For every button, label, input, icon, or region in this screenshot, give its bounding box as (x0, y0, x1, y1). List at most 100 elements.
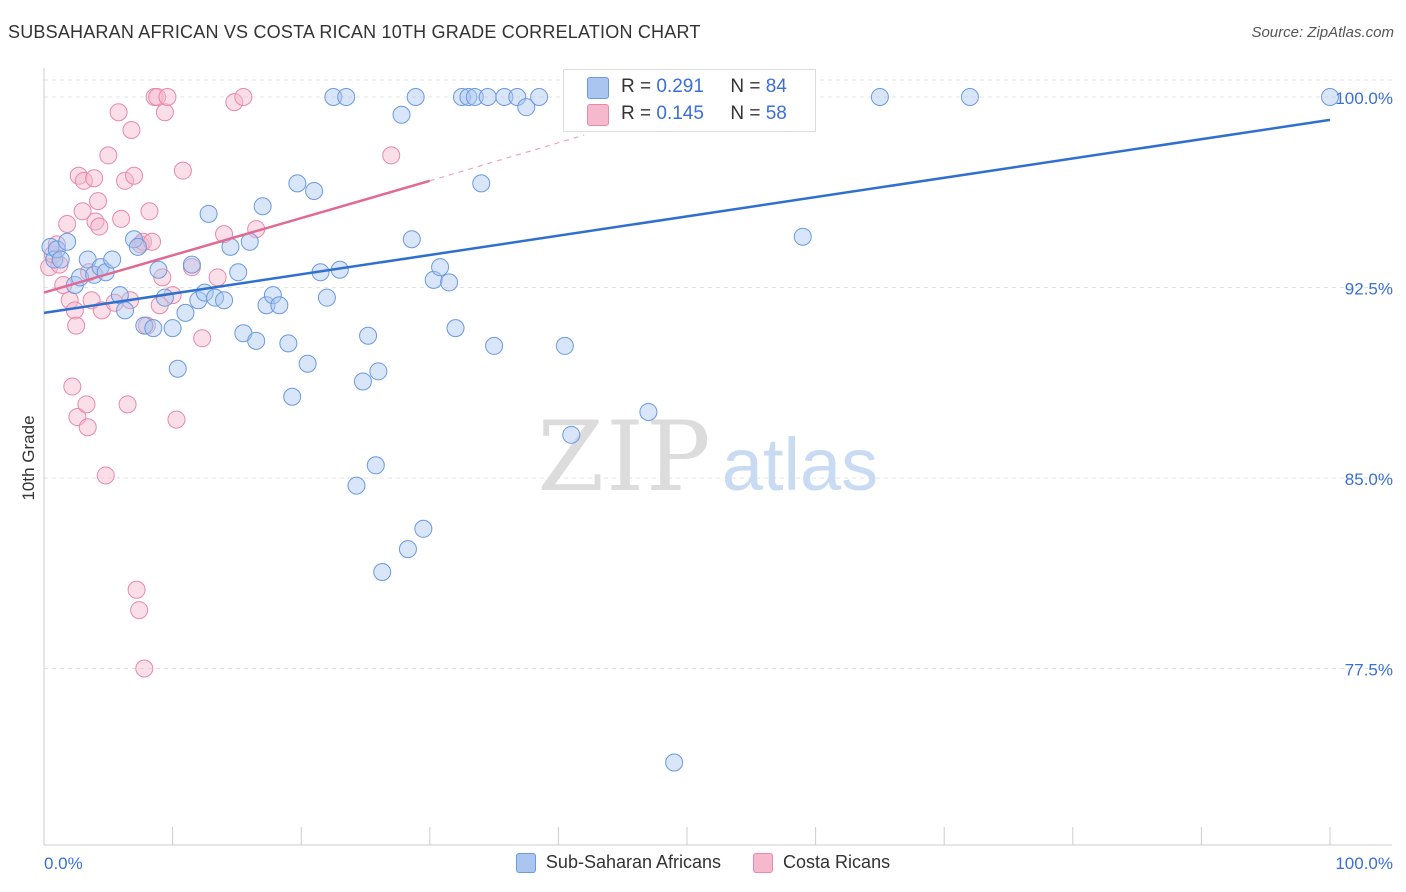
subsaharan-point (288, 174, 307, 193)
r-value: 0.145 (656, 103, 704, 124)
x-tick-label: 0.0% (44, 854, 83, 873)
costa-rican-point (58, 215, 77, 233)
y-tick-label: 77.5% (1345, 661, 1393, 680)
subsaharan-point (485, 336, 504, 355)
subsaharan-point (870, 88, 889, 106)
r-label: R = (621, 103, 652, 124)
axes (43, 68, 1392, 846)
subsaharan-point (155, 288, 174, 307)
r-value: 0.291 (656, 76, 704, 97)
subsaharan-point (478, 88, 497, 106)
y-tick-label: 92.5% (1345, 280, 1393, 299)
legend-item-costa-rican[interactable]: Costa Ricans (753, 852, 890, 873)
subsaharan-point (452, 88, 471, 106)
subsaharan-point (392, 105, 411, 124)
costa-rican-point (96, 466, 115, 485)
subsaharan-point (406, 88, 425, 106)
subsaharan-point (168, 359, 187, 378)
subsaharan-point (530, 88, 549, 106)
costa-rican-point (125, 166, 144, 185)
legend-label: Costa Ricans (783, 852, 891, 872)
subsaharan-point (508, 88, 527, 106)
subsaharan-point (472, 174, 491, 193)
costa-rican-point (208, 268, 227, 287)
n-value: 84 (765, 76, 787, 97)
watermark-zip: ZIP (537, 401, 712, 513)
subsaharan-point (283, 387, 302, 406)
subsaharan-point (402, 230, 421, 249)
costa-rican-point (225, 93, 244, 112)
costa-rican-point (173, 161, 192, 180)
chart-title: SUBSAHARAN AFRICAN VS COSTA RICAN 10TH G… (8, 22, 701, 42)
trend-lines (43, 118, 1331, 315)
subsaharan-point (176, 303, 195, 322)
y-tick-label: 100.0% (1335, 89, 1393, 108)
costa-rican-point (89, 192, 108, 211)
costa-rican-point (167, 410, 186, 429)
subsaharan-points (41, 88, 1339, 772)
costa-rican-point (193, 329, 212, 348)
subsaharan-point (366, 456, 385, 475)
stats-legend: R = 0.291 N = 84 R = 0.145 N = 58 (563, 69, 816, 132)
legend-swatch-blue (515, 852, 536, 873)
costa-rican-point (78, 418, 97, 437)
x-tick-label: 100.0% (1335, 854, 1393, 873)
subsaharan-point (465, 88, 484, 106)
subsaharan-point (229, 263, 248, 282)
subsaharan-point (440, 273, 459, 292)
costa-rican-point (130, 601, 149, 620)
subsaharan-point (373, 562, 392, 581)
subsaharan-point (347, 476, 366, 495)
costa-rican-point (77, 395, 96, 414)
subsaharan-point (562, 425, 581, 444)
costa-rican-point (143, 232, 162, 251)
costa-rican-point (90, 217, 109, 236)
y-axis-label: 10th Grade (19, 415, 38, 500)
tick-labels: 77.5% 85.0% 92.5% 100.0% 0.0% 100.0% (44, 89, 1393, 873)
subsaharan-point (793, 227, 812, 246)
costa-rican-point (73, 202, 92, 221)
subsaharan-point (182, 255, 201, 274)
r-label: R = (621, 76, 652, 97)
subsaharan-point (337, 88, 356, 106)
subsaharan-point (639, 402, 658, 421)
subsaharan-point (324, 88, 343, 106)
subsaharan-point (128, 237, 147, 256)
subsaharan-point (51, 250, 70, 269)
source-label: Source: ZipAtlas.com (1251, 24, 1394, 41)
n-label: N = (730, 103, 761, 124)
costa-rican-point (67, 316, 86, 335)
costa-rican-point (112, 209, 131, 228)
subsaharan-trend-line (43, 118, 1331, 315)
subsaharan-point (665, 753, 684, 772)
subsaharan-point (45, 250, 64, 269)
costa-rican-trend-line (43, 179, 431, 294)
costa-rican-point (135, 659, 154, 678)
subsaharan-point (257, 296, 276, 315)
subsaharan-point (263, 286, 282, 305)
watermark: ZIP atlas (537, 401, 878, 513)
subsaharan-point (317, 288, 336, 307)
subsaharan-point (103, 250, 122, 269)
subsaharan-point (353, 372, 372, 391)
costa-rican-point (99, 146, 118, 165)
subsaharan-point (47, 240, 66, 259)
subsaharan-point (215, 291, 234, 310)
subsaharan-point (149, 260, 168, 279)
costa-rican-point (122, 121, 141, 140)
subsaharan-point (960, 88, 979, 106)
bottom-legend: Sub-Saharan Africans Costa Ricans (0, 852, 1406, 873)
subsaharan-point (369, 362, 388, 381)
n-value: 58 (765, 103, 787, 124)
stats-swatch-pink (587, 104, 609, 126)
legend-item-subsaharan[interactable]: Sub-Saharan Africans (515, 852, 721, 873)
stats-swatch-blue (587, 77, 609, 99)
costa-rican-point (382, 146, 401, 165)
costa-rican-point (74, 171, 93, 190)
y-tick-label: 85.0% (1345, 470, 1393, 489)
subsaharan-point (116, 301, 135, 320)
subsaharan-point (431, 258, 450, 277)
costa-rican-point (85, 169, 104, 188)
subsaharan-point (305, 181, 324, 200)
